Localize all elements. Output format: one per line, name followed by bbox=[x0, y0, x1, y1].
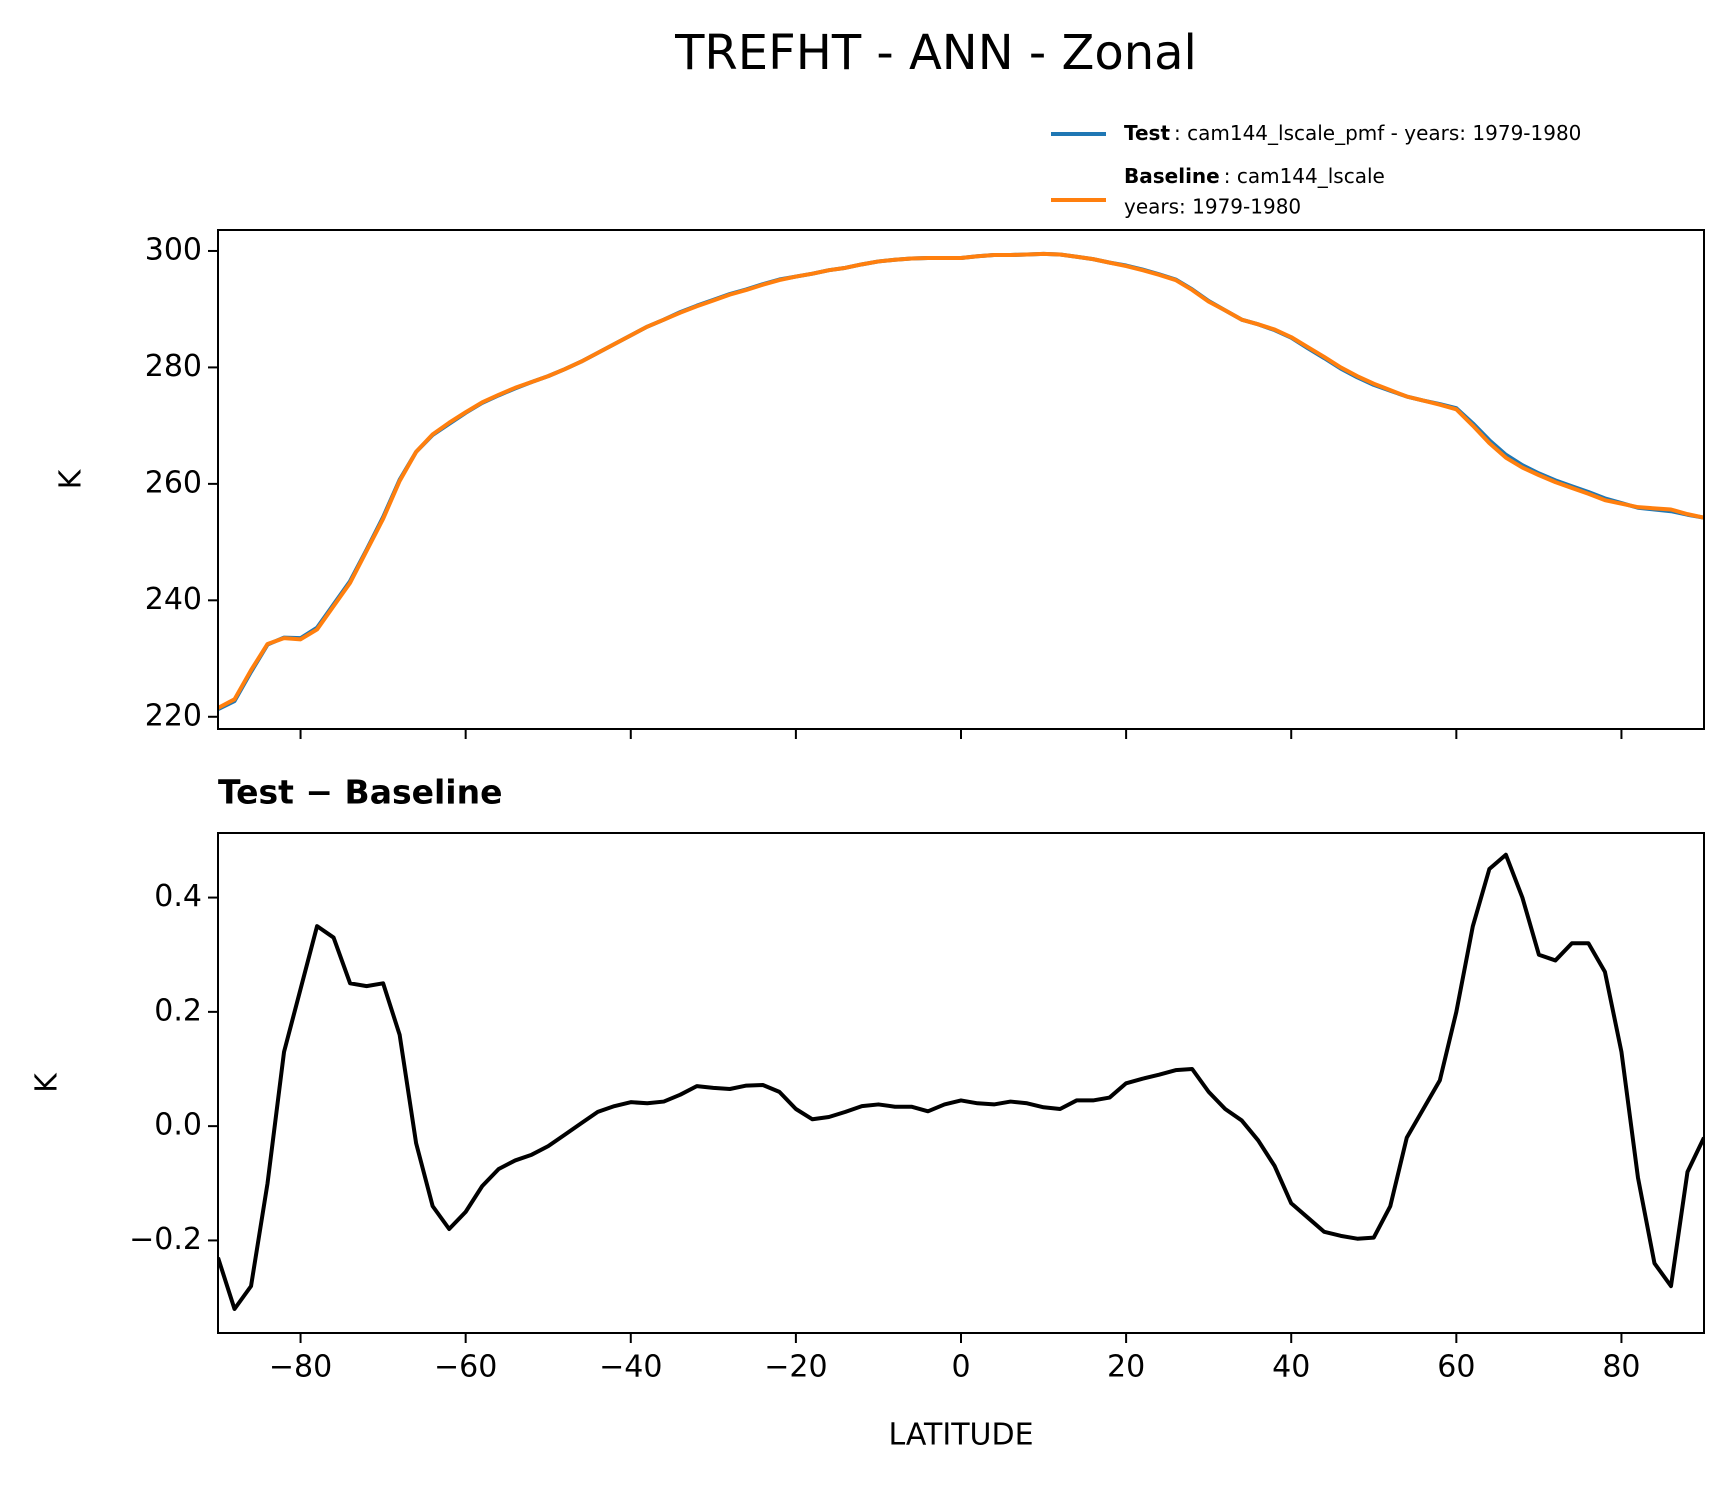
y-axis-label: K bbox=[30, 1072, 65, 1093]
y-tick-label: 280 bbox=[145, 349, 202, 384]
x-tick-label: −20 bbox=[764, 1350, 827, 1385]
y-tick-label: 0.4 bbox=[154, 879, 202, 914]
y-tick-label: 260 bbox=[145, 465, 202, 500]
legend-name: Test bbox=[1124, 121, 1170, 145]
y-tick-label: 300 bbox=[145, 232, 202, 267]
legend-name: Baseline bbox=[1124, 164, 1220, 188]
y-tick-label: 220 bbox=[145, 698, 202, 733]
y-tick-label: −0.2 bbox=[129, 1222, 202, 1257]
legend-label: Baseline: cam144_lscale bbox=[1124, 164, 1385, 188]
data-line bbox=[218, 251, 1704, 710]
x-tick-label: 0 bbox=[951, 1350, 970, 1385]
x-tick-label: 80 bbox=[1602, 1350, 1640, 1385]
x-tick-label: −40 bbox=[599, 1350, 662, 1385]
x-axis-label: LATITUDE bbox=[888, 1418, 1033, 1453]
y-tick-label: 0.2 bbox=[154, 993, 202, 1028]
legend-label: Test: cam144_lscale_pmf - years: 1979-19… bbox=[1124, 121, 1581, 145]
legend-desc: : cam144_lscale_pmf - years: 1979-1980 bbox=[1174, 121, 1581, 145]
axes-title: Test − Baseline bbox=[218, 773, 503, 812]
x-tick-label: 20 bbox=[1107, 1350, 1145, 1385]
x-tick-label: −60 bbox=[434, 1350, 497, 1385]
x-tick-label: 60 bbox=[1437, 1350, 1475, 1385]
data-line bbox=[218, 852, 1704, 1311]
y-axis-label: K bbox=[54, 468, 89, 489]
x-tick-label: −80 bbox=[269, 1350, 332, 1385]
legend-desc: years: 1979-1980 bbox=[1124, 195, 1301, 219]
y-tick-label: 0.0 bbox=[154, 1108, 202, 1143]
y-tick-label: 240 bbox=[145, 582, 202, 617]
x-tick-label: 40 bbox=[1272, 1350, 1310, 1385]
legend-desc: : cam144_lscale bbox=[1224, 164, 1385, 188]
figure-title: TREFHT - ANN - Zonal bbox=[674, 25, 1197, 81]
